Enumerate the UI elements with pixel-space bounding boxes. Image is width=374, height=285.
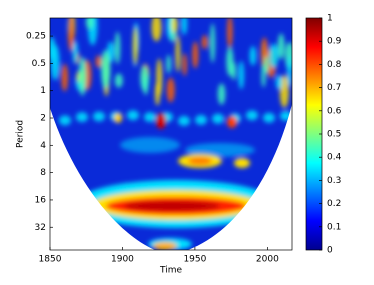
coherence-patch	[166, 18, 173, 39]
coherence-patch	[132, 27, 138, 65]
coherence-patch	[67, 18, 75, 52]
coherence-patch	[151, 18, 162, 42]
coherence-patch	[78, 56, 87, 96]
coherence-patch	[95, 55, 102, 68]
coherence-patch	[263, 112, 275, 123]
y-tick-label: 8	[40, 168, 46, 178]
x-axis-label: Time	[159, 266, 182, 276]
colorbar-tick-label: 0.9	[327, 37, 342, 47]
colorbar-tick-label: 0.2	[327, 199, 341, 209]
coherence-patch	[210, 23, 216, 63]
coherence-patch	[246, 110, 258, 121]
coherence-patch	[238, 60, 245, 90]
coherence-patch	[114, 73, 123, 88]
coherence-patch	[275, 74, 283, 90]
x-tick-label: 1850	[39, 255, 62, 265]
colorbar-tick-label: 0.5	[327, 130, 341, 140]
coherence-patch	[114, 113, 122, 123]
coherence-patch	[76, 112, 88, 123]
x-tick-label: 1900	[111, 255, 134, 265]
coherence-patch	[182, 53, 188, 76]
coherence-patch	[127, 110, 139, 121]
coherence-patch	[178, 115, 190, 126]
colorbar-tick-label: 0	[327, 246, 333, 256]
coherence-patch	[124, 201, 220, 211]
coherence-patch	[120, 137, 180, 153]
y-axis-label: Period	[16, 120, 26, 148]
coherence-patch	[195, 114, 207, 125]
coherence-patch	[234, 158, 250, 168]
coherence-patch	[50, 44, 60, 81]
coherence-patch	[72, 40, 79, 64]
coherence-field	[50, 18, 292, 250]
colorbar-tick-label: 0.1	[327, 222, 341, 232]
y-tick-label: 0.25	[26, 32, 46, 42]
coherence-patch	[264, 56, 269, 73]
colorbar-tick-label: 0.6	[327, 106, 342, 116]
colorbar-tick-label: 0.3	[327, 176, 341, 186]
coherence-patch	[185, 143, 255, 157]
y-tick-label: 32	[35, 223, 46, 233]
colorbar-tick-label: 1	[327, 14, 333, 24]
y-tick-label: 16	[35, 195, 47, 205]
coherence-patch	[61, 63, 69, 92]
y-tick-label: 1	[40, 86, 46, 96]
coherence-patch	[287, 55, 292, 87]
coherence-patch	[269, 43, 279, 68]
coherence-patch	[217, 83, 226, 105]
coherence-patch	[143, 73, 149, 96]
coherence-patch	[114, 31, 121, 65]
coherence-patch	[201, 35, 208, 50]
coherence-patch	[100, 49, 111, 89]
coherence-patch	[175, 35, 181, 73]
coherence-patch	[144, 112, 156, 123]
coherence-patch	[261, 64, 266, 88]
coherence-patch	[166, 54, 172, 74]
coherence-patch	[249, 46, 257, 66]
coherence-patch	[166, 77, 175, 103]
coherence-patch	[192, 41, 199, 69]
coherence-patch	[212, 113, 224, 124]
colorbar-tick-label: 0.4	[327, 153, 342, 163]
y-tick-label: 2	[40, 114, 46, 124]
coherence-patch	[227, 18, 233, 49]
coherence-patch	[93, 111, 105, 122]
coherence-patch	[226, 47, 234, 77]
colorbar-tick-label: 0.8	[327, 60, 342, 70]
coherence-patch	[227, 116, 237, 128]
coherence-patch	[277, 33, 285, 60]
colorbar-tick-label: 0.7	[327, 83, 341, 93]
coherence-patch	[156, 113, 166, 129]
coherence-patch	[59, 115, 71, 126]
coherence-patch	[156, 58, 163, 97]
y-tick-label: 4	[40, 141, 46, 151]
x-tick-label: 1950	[183, 255, 206, 265]
plot-frame	[49, 17, 293, 251]
coherence-patch	[171, 18, 178, 34]
y-tick-label: 0.5	[32, 59, 46, 69]
coherence-patch	[153, 242, 177, 250]
coherence-patch	[85, 18, 94, 30]
coherence-patch	[188, 157, 212, 165]
coherence-patch	[181, 18, 188, 35]
x-tick-label: 2000	[256, 255, 279, 265]
